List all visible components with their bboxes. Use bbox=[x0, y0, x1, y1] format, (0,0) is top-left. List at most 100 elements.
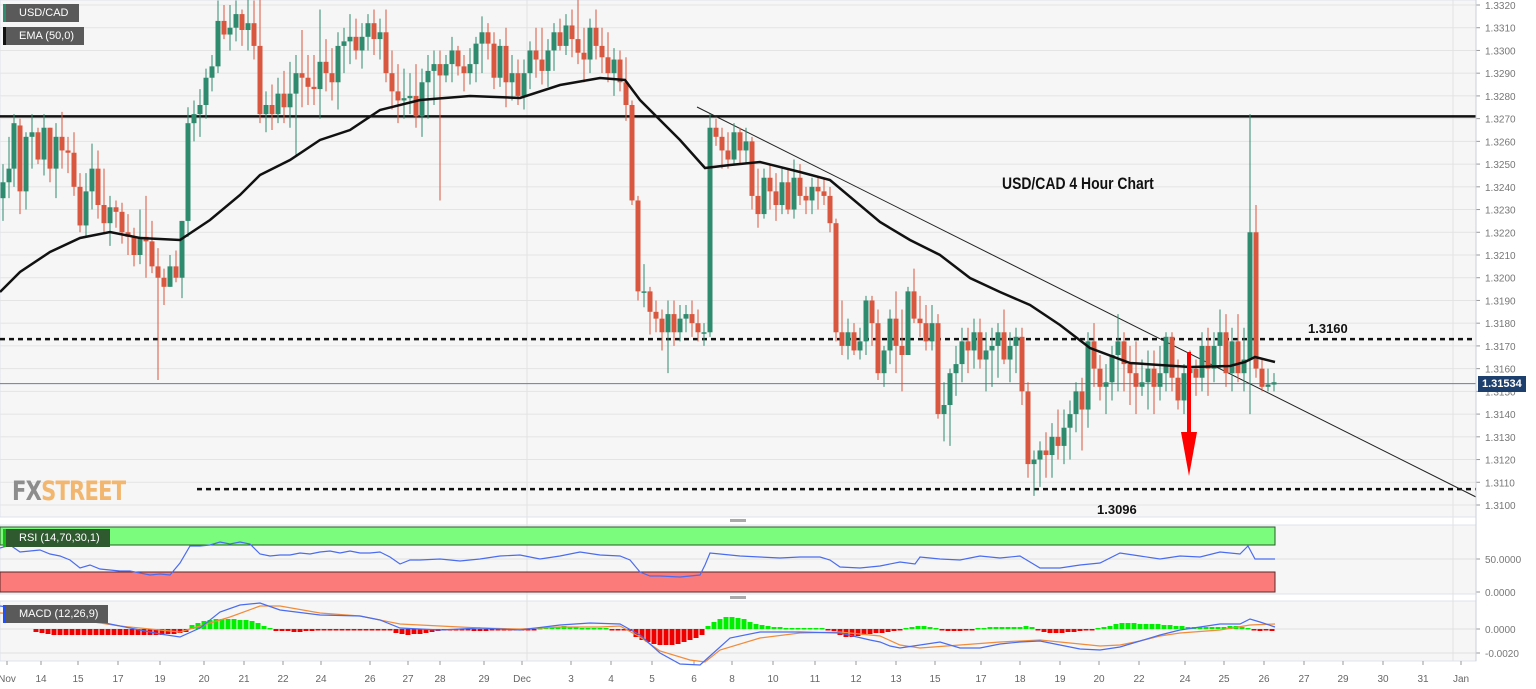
x-tick-label: 20 bbox=[1093, 674, 1105, 685]
candle-body bbox=[1151, 368, 1157, 387]
candle-body bbox=[827, 195, 833, 224]
macd-histogram-bar bbox=[1227, 626, 1233, 629]
macd-histogram-bar bbox=[369, 629, 375, 631]
candle-body bbox=[473, 43, 479, 65]
macd-legend[interactable]: MACD (12,26,9) bbox=[3, 605, 109, 623]
y-tick-label: 1.3300 bbox=[1485, 46, 1516, 57]
down-arrow-head bbox=[1181, 432, 1197, 476]
candle-body bbox=[347, 36, 353, 42]
y-tick-label: 1.3160 bbox=[1485, 365, 1516, 376]
macd-histogram-bar bbox=[213, 619, 219, 629]
macd-histogram-bar bbox=[699, 629, 705, 635]
ema-legend[interactable]: EMA (50,0) bbox=[3, 27, 85, 45]
macd-histogram-bar bbox=[1209, 627, 1215, 629]
candle-body bbox=[287, 93, 293, 108]
macd-histogram-bar bbox=[303, 629, 309, 631]
macd-histogram-bar bbox=[1179, 626, 1185, 629]
macd-histogram-bar bbox=[681, 629, 687, 642]
x-tick-label: 25 bbox=[1218, 674, 1230, 685]
candle-body bbox=[821, 191, 827, 196]
macd-histogram-bar bbox=[1221, 627, 1227, 629]
symbol-legend[interactable]: USD/CAD bbox=[3, 4, 79, 22]
macd-histogram-bar bbox=[1113, 624, 1119, 629]
macd-histogram-bar bbox=[651, 629, 657, 644]
macd-tick-label: 0.0000 bbox=[1485, 625, 1516, 636]
candle-body bbox=[1271, 382, 1277, 385]
x-tick-label: 17 bbox=[975, 674, 987, 685]
candle-body bbox=[1265, 384, 1271, 387]
candle-body bbox=[803, 195, 809, 201]
macd-histogram-bar bbox=[903, 628, 909, 630]
rsi-legend[interactable]: RSI (14,70,30,1) bbox=[3, 529, 110, 547]
candle-body bbox=[443, 64, 449, 76]
candle-body bbox=[395, 91, 401, 101]
rsi-oversold-zone bbox=[0, 571, 1276, 593]
candle-body bbox=[305, 77, 311, 87]
candle-body bbox=[671, 314, 677, 333]
x-tick-label: 12 bbox=[850, 674, 862, 685]
candle-body bbox=[185, 123, 191, 221]
macd-histogram-bar bbox=[861, 629, 867, 635]
candle-body bbox=[995, 332, 1001, 346]
candle-body bbox=[869, 300, 875, 324]
macd-histogram-bar bbox=[537, 628, 543, 630]
macd-histogram-bar bbox=[327, 629, 333, 631]
candle-body bbox=[47, 127, 53, 169]
x-tick-label: 24 bbox=[315, 674, 327, 685]
macd-histogram-bar bbox=[1239, 627, 1245, 629]
macd-histogram-bar bbox=[801, 628, 807, 630]
candle-body bbox=[65, 150, 71, 153]
macd-histogram-bar bbox=[783, 628, 789, 630]
macd-histogram-bar bbox=[693, 629, 699, 638]
candle-body bbox=[239, 14, 245, 30]
candle-body bbox=[815, 186, 821, 192]
macd-histogram-bar bbox=[39, 629, 45, 633]
macd-histogram-bar bbox=[1071, 629, 1077, 632]
candle-body bbox=[1103, 382, 1109, 387]
x-tick-label: 4 bbox=[608, 674, 614, 685]
candle-body bbox=[77, 186, 83, 226]
candle-body bbox=[119, 211, 125, 233]
candle-body bbox=[215, 20, 221, 67]
candle-body bbox=[299, 73, 305, 78]
candle-body bbox=[89, 168, 95, 192]
candle-body bbox=[953, 364, 959, 374]
x-tick-label: 28 bbox=[434, 674, 446, 685]
candle-body bbox=[1217, 332, 1223, 346]
macd-histogram-bar bbox=[207, 620, 213, 629]
candle-body bbox=[1241, 359, 1247, 374]
macd-histogram-bar bbox=[1011, 627, 1017, 629]
candle-body bbox=[29, 132, 35, 137]
y-tick-label: 1.3200 bbox=[1485, 274, 1516, 285]
macd-histogram-bar bbox=[1161, 625, 1167, 629]
candle-body bbox=[1235, 341, 1241, 374]
macd-histogram-bar bbox=[795, 628, 801, 630]
candle-body bbox=[1109, 355, 1115, 383]
candle-body bbox=[641, 291, 647, 293]
macd-histogram-bar bbox=[657, 629, 663, 645]
down-arrow-shaft bbox=[1187, 352, 1191, 434]
x-tick-label: 22 bbox=[277, 674, 289, 685]
candle-body bbox=[341, 41, 347, 46]
candle-body bbox=[539, 59, 545, 71]
macd-histogram-bar bbox=[1197, 627, 1203, 629]
macd-histogram-bar bbox=[885, 629, 891, 632]
macd-histogram-bar bbox=[771, 627, 777, 629]
macd-histogram-bar bbox=[423, 629, 429, 633]
candle-body bbox=[527, 50, 533, 74]
candle-body bbox=[317, 61, 323, 90]
candle-body bbox=[503, 45, 509, 83]
candle-body bbox=[245, 23, 251, 30]
macd-histogram-bar bbox=[867, 629, 873, 634]
macd-histogram-bar bbox=[69, 629, 75, 635]
macd-histogram-bar bbox=[105, 629, 111, 635]
candle-body bbox=[989, 345, 995, 351]
x-tick-label: Nov bbox=[0, 674, 16, 685]
candle-body bbox=[1079, 391, 1085, 410]
candle-body bbox=[1013, 336, 1019, 346]
macd-histogram-bar bbox=[1269, 629, 1275, 631]
macd-histogram-bar bbox=[93, 629, 99, 635]
macd-histogram-bar bbox=[741, 619, 747, 629]
candle-body bbox=[1025, 391, 1031, 465]
macd-histogram-bar bbox=[495, 629, 501, 631]
